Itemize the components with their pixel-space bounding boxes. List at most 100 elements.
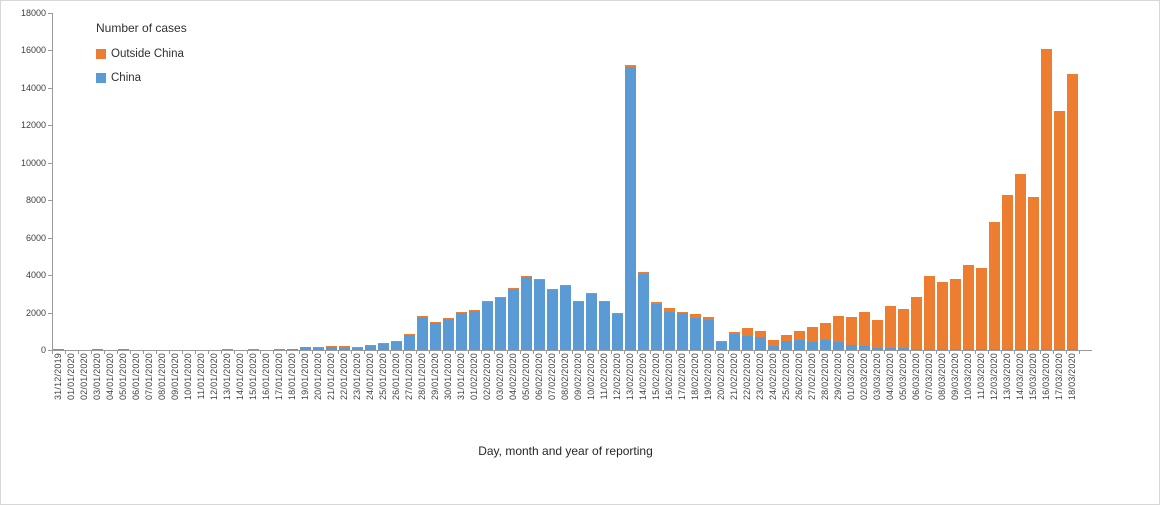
bar-segment-outside-china [364,345,376,347]
legend-item-outside-china: Outside China [96,48,187,60]
x-tick-label: 17/03/2020 [1054,353,1065,401]
x-tick-label: 08/01/2020 [157,353,168,401]
x-axis-tick [663,350,664,354]
x-axis-tick [845,350,846,354]
x-tick-label: 17/02/2020 [677,353,688,401]
bar-segment-outside-china [494,296,506,298]
bar-segment-outside-china [663,308,675,312]
x-axis-tick [741,350,742,354]
bar-segment-outside-china [637,271,649,274]
legend-title: Number of cases [96,21,187,35]
bar-segment-china [338,347,350,350]
bar-segment-china [559,286,571,350]
x-tick-label: 27/02/2020 [807,353,818,401]
y-tick-label: 6000 [25,232,46,243]
x-tick-label: 04/03/2020 [885,353,896,401]
legend-item-china: China [96,72,187,84]
bar-segment-outside-china [1014,174,1026,349]
x-tick-label: 12/03/2020 [989,353,1000,401]
bar-segment-outside-china [325,345,337,347]
x-axis-tick [585,350,586,354]
x-axis-tick [962,350,963,354]
x-axis-tick [182,350,183,354]
bar-segment-outside-china [728,332,740,335]
bar-segment-china [416,316,428,350]
bar-segment-outside-china [585,293,597,295]
y-axis-tick [48,237,52,239]
bar-segment-china [689,317,701,350]
y-axis-tick [48,50,52,51]
bar-segment-outside-china [442,318,454,320]
bar-segment-outside-china [572,301,584,303]
bar-segment-outside-china [390,340,402,342]
x-tick-label: 02/02/2020 [482,353,493,401]
x-axis-tick [468,350,469,354]
x-tick-label: 07/03/2020 [924,353,935,401]
x-tick-label: 11/02/2020 [599,353,610,400]
x-tick-label: 14/01/2020 [235,353,246,401]
x-axis-tick [143,350,144,354]
y-tick-label: 16000 [20,45,46,55]
x-tick-label: 10/01/2020 [183,353,194,401]
bar-segment-china [858,346,870,350]
bar-segment-china [585,294,597,350]
bar-segment-outside-china [650,302,662,305]
x-axis-tick [689,350,690,354]
x-tick-label: 25/01/2020 [378,353,389,401]
x-tick-label: 18/01/2020 [287,353,298,401]
bar-segment-china [494,297,506,350]
x-tick-label: 30/01/2020 [443,353,454,401]
bar-segment-china [936,349,948,350]
x-axis-tick [247,350,248,354]
x-tick-label: 07/01/2020 [144,353,155,401]
x-tick-label: 15/01/2020 [248,353,259,401]
x-tick-label: 26/01/2020 [391,353,402,401]
x-axis-tick [975,350,976,354]
bar-segment-outside-china [429,321,441,323]
x-tick-label: 29/02/2020 [833,353,844,401]
bar-segment-china [780,341,792,350]
x-axis-tick [910,350,911,354]
y-axis-line [52,13,53,350]
x-tick-label: 21/01/2020 [326,353,337,401]
y-tick-label: 14000 [20,82,46,93]
bar-segment-china [429,322,441,350]
bar-segment-outside-china [1027,197,1039,349]
bar-segment-outside-china [1040,49,1052,349]
bar-segment-china [806,342,818,350]
x-axis-tick [286,350,287,354]
bar-segment-outside-china [1001,194,1013,349]
x-axis-tick [715,350,716,354]
x-axis-tick [754,350,755,354]
bar-segment-china [663,311,675,350]
x-axis-tick [832,350,833,354]
x-tick-label: 01/03/2020 [846,353,857,401]
y-axis-tick [48,12,52,14]
bar-segment-outside-china [351,346,363,348]
x-axis-tick [1079,350,1080,354]
x-axis-tick [546,350,547,354]
bar-segment-outside-china [936,281,948,349]
x-tick-label: 14/03/2020 [1015,353,1026,401]
bar-segment-china [481,301,493,350]
x-axis-tick [208,350,209,354]
x-axis-tick [299,350,300,354]
bar-segment-china [364,346,376,350]
x-tick-label: 27/01/2020 [404,353,415,401]
x-tick-label: 28/02/2020 [820,353,831,401]
bar-segment-china [793,340,805,350]
y-axis-tick [48,162,52,164]
bar-segment-china [377,343,389,350]
bar-segment-outside-china [741,328,753,336]
bar-segment-china [754,337,766,350]
bar-segment-china [1001,349,1013,350]
bar-segment-china [832,341,844,350]
bar-segment-china [468,310,480,350]
x-axis-tick [676,350,677,354]
x-tick-label: 20/01/2020 [313,353,324,401]
bar-segment-outside-china [338,346,350,348]
x-tick-label: 01/01/2020 [66,353,77,401]
bar-segment-outside-china [845,317,857,346]
bar-segment-outside-china [1053,111,1065,349]
bar-segment-china [1027,349,1039,350]
